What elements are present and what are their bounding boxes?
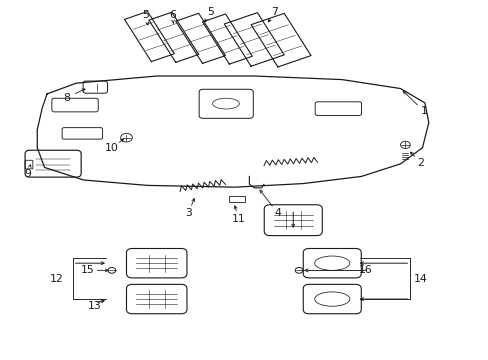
Text: 13: 13	[87, 301, 101, 311]
Text: 14: 14	[413, 274, 427, 284]
Text: 12: 12	[50, 274, 63, 284]
Text: 15: 15	[81, 265, 94, 275]
Text: 4: 4	[274, 208, 281, 218]
Text: 11: 11	[231, 214, 245, 224]
Text: 10: 10	[105, 143, 119, 153]
Text: 3: 3	[184, 208, 191, 218]
Text: 16: 16	[358, 265, 371, 275]
Text: 5: 5	[206, 7, 213, 17]
Text: 5: 5	[142, 10, 149, 20]
Text: 7: 7	[271, 7, 278, 17]
Text: 8: 8	[63, 93, 70, 103]
Text: 1: 1	[420, 106, 427, 116]
Text: 6: 6	[168, 10, 175, 20]
Text: 9: 9	[24, 168, 31, 179]
Text: 2: 2	[417, 158, 424, 168]
